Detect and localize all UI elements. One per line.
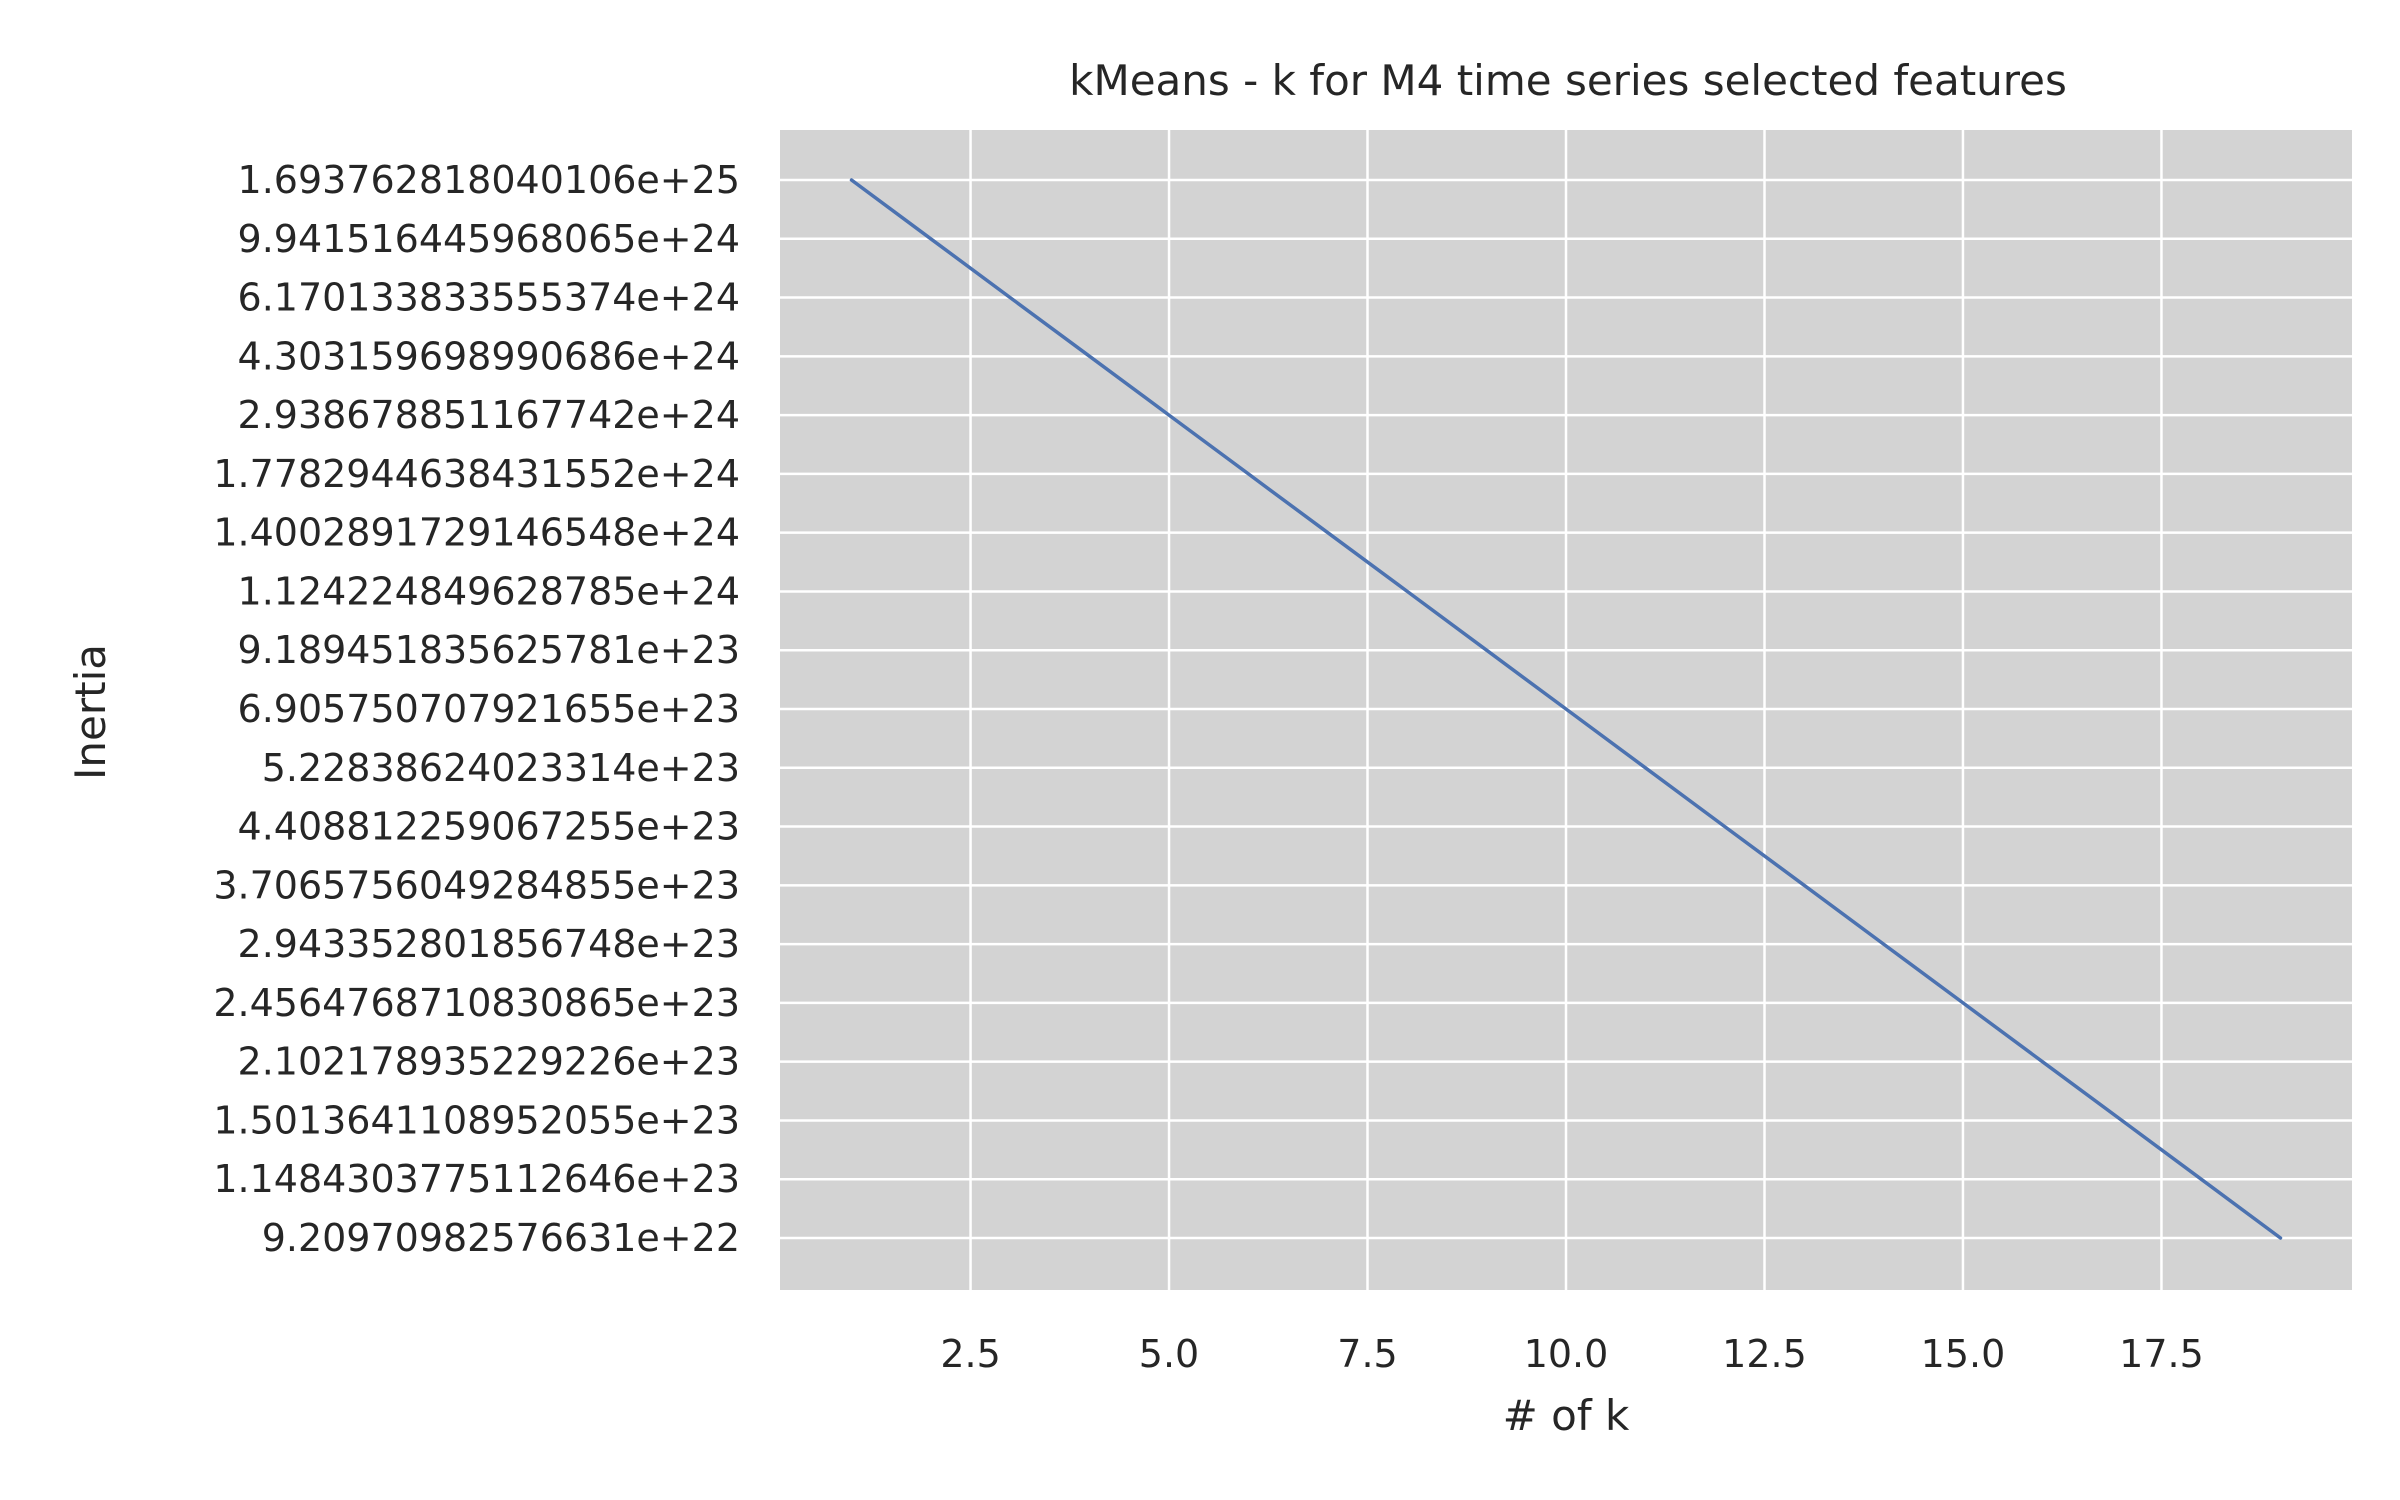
y-tick-label: 1.7782944638431552e+24 xyxy=(213,452,740,496)
x-tick-labels: 2.5 5.0 7.5 10.0 12.5 15.0 17.5 xyxy=(940,1332,2203,1376)
y-tick-label: 2.102178935229226e+23 xyxy=(238,1040,740,1084)
y-tick-label: 9.941516445968065e+24 xyxy=(238,217,740,261)
y-tick-label: 6.170133833555374e+24 xyxy=(238,276,740,320)
y-tick-label: 9.189451835625781e+23 xyxy=(238,628,740,672)
y-tick-label: 1.4002891729146548e+24 xyxy=(213,511,740,555)
y-tick-label: 4.408812259067255e+23 xyxy=(238,805,740,849)
x-axis-label: # of k xyxy=(1503,1391,1630,1440)
y-tick-label: 5.22838624023314e+23 xyxy=(262,746,740,790)
x-tick-label: 10.0 xyxy=(1524,1332,1609,1376)
inertia-line-series xyxy=(849,178,2283,1240)
chart-title: kMeans - k for M4 time series selected f… xyxy=(1069,56,2067,105)
x-tick-label: 2.5 xyxy=(940,1332,1000,1376)
y-tick-label: 3.7065756049284855e+23 xyxy=(213,863,740,907)
y-tick-labels: 1.693762818040106e+25 9.941516445968065e+… xyxy=(213,158,740,1260)
y-tick-label: 4.303159698990686e+24 xyxy=(238,334,740,378)
y-tick-label: 1.5013641108952055e+23 xyxy=(213,1098,740,1142)
y-tick-label: 1.693762818040106e+25 xyxy=(238,158,740,202)
x-tick-label: 15.0 xyxy=(1921,1332,2006,1376)
y-tick-label: 2.4564768710830865e+23 xyxy=(213,981,740,1025)
y-tick-label: 1.1484303775112646e+23 xyxy=(213,1157,740,1201)
x-tick-label: 7.5 xyxy=(1337,1332,1397,1376)
y-tick-label: 2.938678851167742e+24 xyxy=(238,393,740,437)
y-tick-label: 1.124224849628785e+24 xyxy=(238,569,740,613)
y-tick-label: 9.20970982576631e+22 xyxy=(262,1216,740,1260)
x-tick-label: 5.0 xyxy=(1139,1332,1199,1376)
y-tick-label: 6.905750707921655e+23 xyxy=(238,687,740,731)
y-gridlines xyxy=(780,178,2352,1240)
y-axis-label: Inertia xyxy=(66,644,115,780)
y-tick-label: 2.943352801856748e+23 xyxy=(238,922,740,966)
x-tick-label: 12.5 xyxy=(1722,1332,1807,1376)
x-tick-label: 17.5 xyxy=(2119,1332,2204,1376)
